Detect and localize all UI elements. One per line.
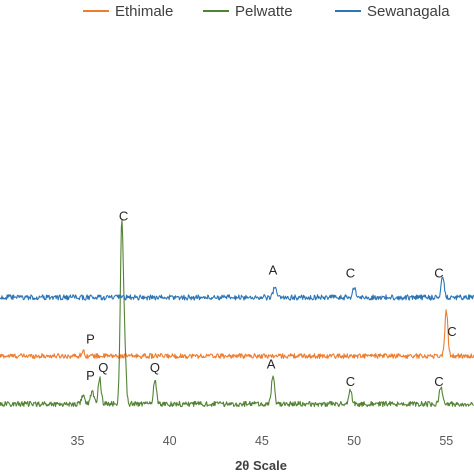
series-line-ethimale: [0, 309, 474, 359]
legend-label-pelwatte: Pelwatte: [235, 3, 293, 20]
peak-label: A: [267, 357, 276, 372]
series-layer: [0, 219, 474, 408]
peak-label: P: [86, 332, 95, 347]
peak-label: P: [86, 368, 95, 383]
series-line-pelwatte: [0, 219, 474, 408]
peak-label: C: [346, 374, 355, 389]
peak-label: C: [434, 265, 443, 280]
peak-label: C: [346, 265, 355, 280]
x-axis-title: 2θ Scale: [235, 458, 287, 473]
legend: Ethimale Pelwatte Sewanagala: [83, 3, 450, 20]
series-line-sewanagala: [0, 276, 474, 301]
x-tick-label: 45: [255, 434, 269, 448]
peak-label: C: [434, 374, 443, 389]
legend-label-sewanagala: Sewanagala: [367, 3, 450, 20]
x-tick-label: 50: [347, 434, 361, 448]
legend-label-ethimale: Ethimale: [115, 3, 173, 20]
x-tick-label: 55: [439, 434, 453, 448]
x-tick-label: 35: [71, 434, 85, 448]
peak-label: A: [269, 262, 278, 277]
peak-label: C: [119, 209, 128, 224]
x-tick-label: 40: [163, 434, 177, 448]
x-tick-labels: 35 40 45 50 55: [71, 434, 454, 448]
peak-label: Q: [98, 360, 108, 375]
peak-label: Q: [150, 360, 160, 375]
peak-label: C: [447, 324, 456, 339]
